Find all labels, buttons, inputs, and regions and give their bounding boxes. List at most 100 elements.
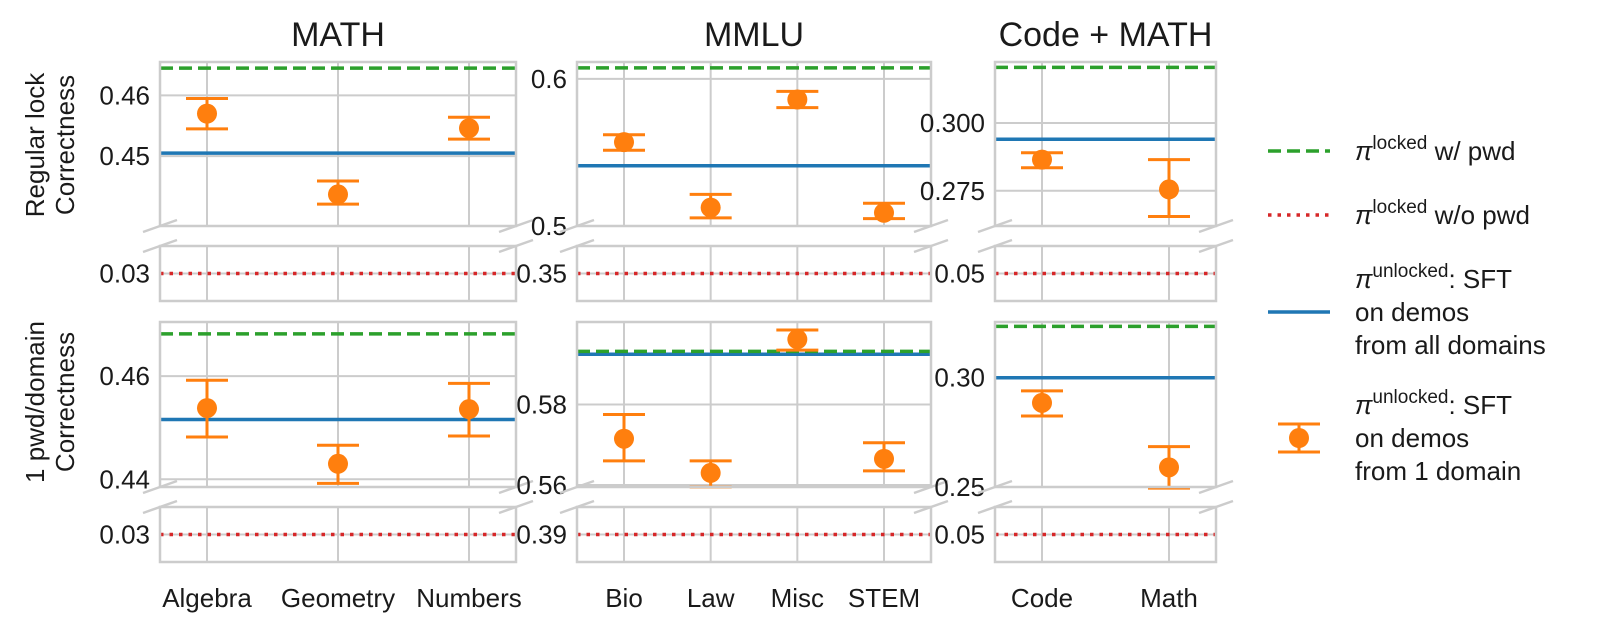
y-tick-label: 0.45 [99,141,150,171]
legend-swatch-point [1289,428,1309,448]
data-point [787,89,808,110]
data-point [700,462,721,483]
column-title: MMLU [704,16,804,54]
legend-text: w/ pwd [1427,136,1515,166]
axis-break-mark [498,479,534,495]
y-tick-label: 0.300 [920,108,985,138]
x-tick-label: Geometry [281,583,395,613]
axis-break-mark [142,238,178,254]
lower-axis-frame [993,505,1218,564]
legend-symbol: π [1355,200,1373,230]
data-point [874,448,894,469]
y-tick-label: 0.56 [516,470,567,500]
axis-break-mark [977,499,1013,515]
legend-label: πunlocked: SFT [1355,261,1512,294]
x-tick-label: STEM [848,583,920,613]
x-tick-label: Math [1140,583,1198,613]
x-tick-label: Numbers [416,583,521,613]
x-tick-label: Bio [605,583,643,613]
upper-axis-frame [158,320,518,489]
legend-label-line: from 1 domain [1355,456,1521,486]
panel: 0.45 0.46 0.03 [99,60,534,303]
data-point [700,197,721,218]
y-tick-label: 0.25 [934,472,985,502]
y-tick-label: 0.6 [531,64,567,94]
axis-break-mark [498,499,534,515]
upper-axis-frame [575,60,933,228]
x-tick-label: Law [687,583,735,613]
legend-label: πlocked w/o pwd [1355,197,1530,230]
lower-axis-frame [993,244,1218,303]
upper-axis-frame [993,320,1218,489]
row-label-line: 1 pwd/domain [20,321,50,483]
y-tick-label: 0.05 [934,259,985,289]
data-point [328,453,348,474]
y-tick-label: 0.44 [99,464,150,494]
data-point [787,329,808,350]
panel: 0.56 0.58 0.39 Bio Law Misc STEM [516,320,949,613]
axis-break-mark [913,499,949,515]
row-label-line: Correctness [50,75,80,215]
panel: 0.275 0.300 0.05 [920,60,1234,303]
legend-text: : SFT [1448,390,1512,420]
y-tick-label: 0.46 [99,80,150,110]
panel: 0.25 0.30 0.05 Code Math [934,320,1234,613]
legend-entry: πlocked w/o pwd [1268,197,1530,230]
legend-label: πlocked w/ pwd [1355,133,1516,166]
legend-symbol: π [1355,264,1373,294]
data-point [1159,179,1179,200]
axis-break-mark [1198,238,1234,254]
lower-axis-frame [575,505,933,564]
upper-axis-frame [158,60,518,228]
legend-symbol: π [1355,136,1373,166]
axis-break-mark [977,238,1013,254]
y-tick-label: 0.39 [516,520,567,550]
axis-break-mark [142,218,178,234]
column-title: Code + MATH [999,16,1213,54]
panel: 0.5 0.6 0.35 [516,60,949,303]
legend-label-line: from all domains [1355,330,1546,360]
axis-break-mark [559,499,595,515]
data-point [197,103,217,124]
legend-entry: πlocked w/ pwd [1268,133,1516,166]
data-point [1032,149,1052,170]
y-tick-label: 0.03 [99,520,150,550]
panels: 0.45 0.46 0.03 0.5 0.6 0.35 0.275 0.300 0.05 0.44… [99,60,1234,613]
y-tick-label: 0.35 [516,259,567,289]
data-point [874,202,894,223]
data-point [614,132,634,153]
y-tick-label: 0.46 [99,361,150,391]
x-tick-label: Algebra [162,583,252,613]
axis-break-mark [142,479,178,495]
y-tick-label: 0.275 [920,176,985,206]
upper-axis-frame [993,60,1218,228]
axis-break-mark [559,238,595,254]
legend-label-line: on demos [1355,297,1469,327]
column-title: MATH [291,16,385,54]
y-tick-label: 0.5 [531,211,567,241]
y-tick-label: 0.05 [934,520,985,550]
axis-break-mark [498,218,534,234]
lower-axis-frame [158,505,518,564]
axis-break-mark [913,238,949,254]
axis-break-mark [142,499,178,515]
x-tick-label: Misc [771,583,824,613]
data-point [459,118,479,139]
data-point [614,428,634,449]
y-tick-label: 0.30 [934,363,985,393]
y-tick-label: 0.03 [99,259,150,289]
row-label: 1 pwd/domain Correctness [20,321,80,483]
row-label: Regular lock Correctness [20,72,80,218]
axis-break-mark [1198,479,1234,495]
axis-break-mark [1198,218,1234,234]
data-point [1159,457,1179,478]
data-point [197,398,217,419]
legend-superscript: unlocked [1372,261,1448,282]
legend-label: πunlocked: SFT [1355,387,1512,420]
legend-superscript: unlocked [1372,387,1448,408]
axis-break-mark [559,218,595,234]
